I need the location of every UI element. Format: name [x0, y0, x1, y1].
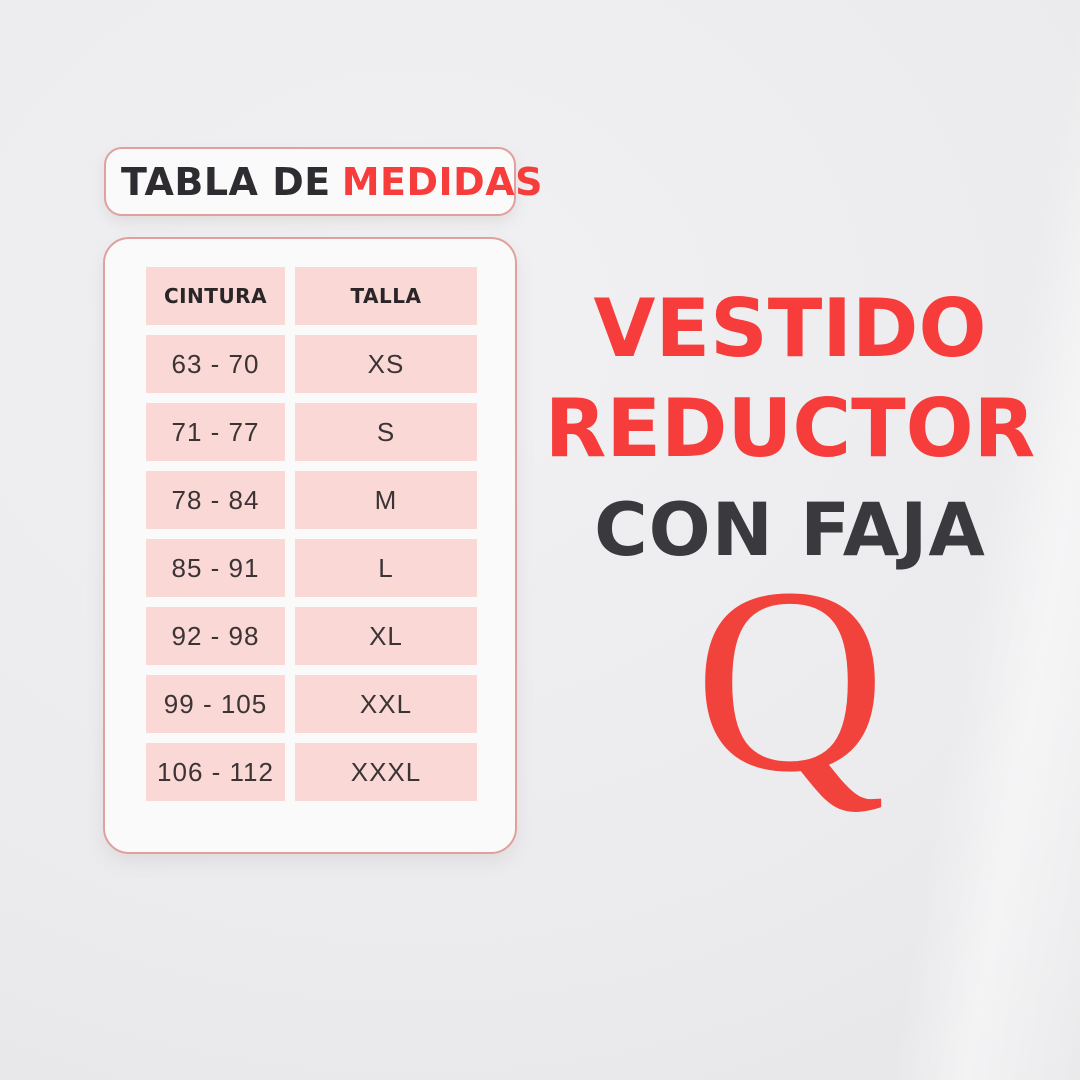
- title-highlight: MEDIDAS: [341, 159, 543, 204]
- title-badge: TABLA DE MEDIDAS: [104, 147, 542, 216]
- promo-title: VESTIDO REDUCTOR: [540, 279, 1040, 479]
- talla-size: S: [295, 403, 477, 461]
- column-header-cintura: CINTURA: [146, 267, 285, 325]
- cintura-range: 63 - 70: [146, 335, 285, 393]
- promo-title-line2: REDUCTOR: [544, 382, 1036, 475]
- brand-q-letter: Q: [694, 534, 886, 827]
- talla-size: M: [295, 471, 477, 529]
- talla-size: XS: [295, 335, 477, 393]
- cintura-range: 78 - 84: [146, 471, 285, 529]
- cintura-range: 71 - 77: [146, 403, 285, 461]
- talla-size: XXL: [295, 675, 477, 733]
- cintura-range: 85 - 91: [146, 539, 285, 597]
- column-header-talla: TALLA: [295, 267, 477, 325]
- talla-size: L: [295, 539, 477, 597]
- promo-title-line1: VESTIDO: [593, 282, 987, 375]
- title-prefix: TABLA DE: [121, 159, 331, 204]
- cintura-range: 92 - 98: [146, 607, 285, 665]
- cintura-range: 106 - 112: [146, 743, 285, 801]
- talla-size: XL: [295, 607, 477, 665]
- talla-size: XXXL: [295, 743, 477, 801]
- size-table: CINTURA TALLA 63 - 70 XS 71 - 77 S 78 - …: [146, 267, 515, 801]
- cintura-range: 99 - 105: [146, 675, 285, 733]
- promo-subtitle: CON FAJA: [594, 488, 986, 573]
- size-chart-card: CINTURA TALLA 63 - 70 XS 71 - 77 S 78 - …: [103, 237, 517, 854]
